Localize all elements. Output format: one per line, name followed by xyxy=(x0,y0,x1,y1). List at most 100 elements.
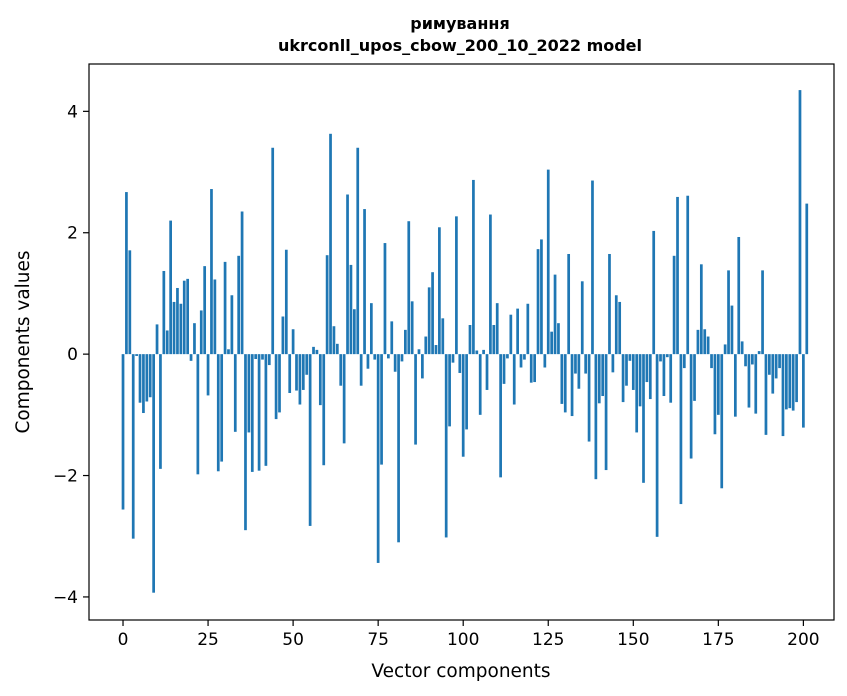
bar-component-106 xyxy=(482,349,485,355)
bar-component-77 xyxy=(383,243,387,355)
bar-component-30 xyxy=(223,261,227,355)
bar-component-161 xyxy=(669,354,673,403)
bar-component-64 xyxy=(339,354,343,386)
x-tick-label: 50 xyxy=(282,630,304,650)
bar-component-158 xyxy=(659,354,662,362)
bar-component-86 xyxy=(414,354,417,445)
bar-component-53 xyxy=(301,354,305,390)
bar-component-39 xyxy=(254,354,258,359)
bar-component-91 xyxy=(431,272,434,355)
bar-component-183 xyxy=(744,354,747,367)
bar-component-172 xyxy=(706,336,710,355)
bar-component-102 xyxy=(468,325,472,355)
bar-component-85 xyxy=(410,301,414,355)
bar-component-117 xyxy=(519,354,523,368)
bar-component-7 xyxy=(145,354,149,402)
bar-component-173 xyxy=(710,354,713,369)
bar-component-189 xyxy=(764,354,768,435)
bar-component-164 xyxy=(679,354,683,505)
bar-component-68 xyxy=(352,309,356,355)
bar-component-47 xyxy=(281,316,285,355)
y-tick-label: 2 xyxy=(67,224,78,244)
bar-component-138 xyxy=(591,180,594,355)
bar-component-192 xyxy=(774,354,778,379)
bar-component-137 xyxy=(587,354,591,442)
bar-component-195 xyxy=(785,354,788,410)
x-tick-label: 75 xyxy=(367,630,389,650)
bar-component-104 xyxy=(475,350,479,355)
bar-component-20 xyxy=(189,354,193,361)
x-tick-label: 125 xyxy=(532,630,564,650)
bar-component-26 xyxy=(210,189,213,355)
bar-component-65 xyxy=(342,354,346,444)
bar-component-61 xyxy=(329,133,332,355)
bar-component-29 xyxy=(220,354,224,462)
bar-component-122 xyxy=(536,249,540,355)
bar-component-42 xyxy=(264,354,268,466)
bar-component-125 xyxy=(546,169,550,355)
y-tick-label: 4 xyxy=(67,102,78,122)
bar-component-176 xyxy=(720,354,724,489)
bar-component-36 xyxy=(244,354,247,531)
bar-component-46 xyxy=(278,354,281,413)
x-tick-label: 25 xyxy=(197,630,219,650)
chart-title-line1: римування xyxy=(410,14,509,33)
bar-component-152 xyxy=(638,354,642,407)
bar-component-105 xyxy=(478,354,482,415)
bar-component-22 xyxy=(196,354,200,475)
bar-component-44 xyxy=(271,147,275,355)
bar-component-40 xyxy=(257,354,261,471)
bar-component-148 xyxy=(625,354,628,386)
bar-component-41 xyxy=(261,354,264,360)
bar-component-156 xyxy=(652,230,656,355)
bar-component-10 xyxy=(155,324,159,355)
bar-component-15 xyxy=(172,301,176,355)
bar-component-194 xyxy=(781,354,785,437)
bar-component-37 xyxy=(247,354,251,433)
bar-component-50 xyxy=(291,329,295,355)
bar-component-82 xyxy=(400,354,404,362)
bars-group xyxy=(121,90,809,593)
bar-component-92 xyxy=(434,345,438,355)
bar-component-87 xyxy=(417,349,421,355)
bar-component-58 xyxy=(318,354,322,406)
bar-component-150 xyxy=(631,354,635,390)
bar-component-169 xyxy=(696,329,700,355)
bar-component-159 xyxy=(662,354,666,397)
plot-frame xyxy=(88,63,835,621)
bar-component-147 xyxy=(621,354,625,403)
bar-component-140 xyxy=(597,354,601,404)
bar-component-127 xyxy=(553,274,557,355)
bar-component-170 xyxy=(699,264,703,355)
bar-component-48 xyxy=(284,249,288,355)
bar-component-134 xyxy=(577,354,581,389)
bar-component-9 xyxy=(152,354,155,593)
bar-component-14 xyxy=(169,220,172,355)
bar-component-11 xyxy=(159,354,162,469)
bar-component-52 xyxy=(298,354,302,405)
x-tick-label: 150 xyxy=(617,630,649,650)
bar-component-162 xyxy=(672,255,676,355)
bar-component-113 xyxy=(506,354,509,359)
bar-component-55 xyxy=(308,354,312,526)
bar-component-193 xyxy=(778,354,781,369)
bar-component-120 xyxy=(529,354,533,383)
bar-component-95 xyxy=(444,354,448,538)
bar-component-114 xyxy=(509,314,513,355)
bar-component-149 xyxy=(628,354,632,361)
bar-component-66 xyxy=(346,194,349,355)
bar-component-76 xyxy=(380,354,383,465)
bar-component-109 xyxy=(492,325,496,355)
bar-component-182 xyxy=(740,341,744,355)
bar-component-163 xyxy=(676,196,679,355)
bar-component-116 xyxy=(516,308,519,355)
bar-component-141 xyxy=(601,354,605,397)
bar-component-143 xyxy=(608,253,611,355)
bar-component-19 xyxy=(186,278,190,355)
bar-component-59 xyxy=(322,354,326,466)
bar-component-175 xyxy=(716,354,720,415)
bar-component-154 xyxy=(645,354,649,383)
bar-component-160 xyxy=(665,354,669,358)
bar-component-8 xyxy=(148,354,152,398)
bar-component-136 xyxy=(584,354,588,374)
